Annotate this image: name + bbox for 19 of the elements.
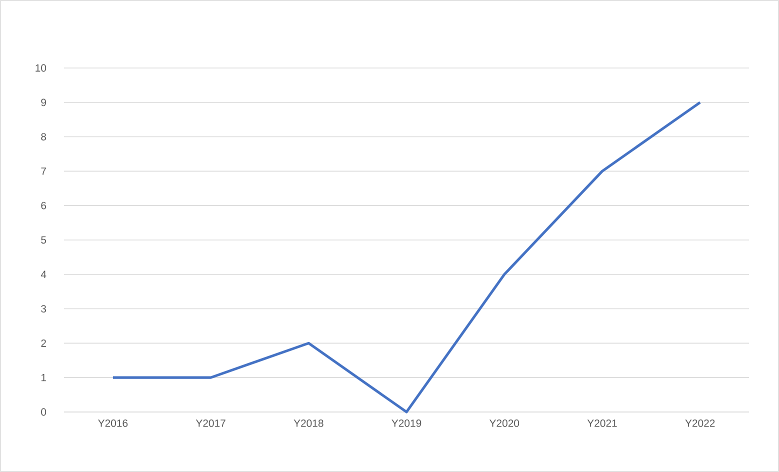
x-tick-label: Y2020 (489, 420, 520, 427)
y-tick-label: 10 (36, 64, 46, 72)
x-tick-label: Y2017 (196, 420, 226, 427)
y-tick-label: 0 (41, 408, 46, 416)
line-series (112, 101, 702, 414)
x-tick-label: Y2022 (685, 420, 715, 427)
x-tick-label: Y2021 (587, 420, 617, 427)
y-tick-label: 7 (41, 168, 46, 175)
x-tick-label: Y2019 (392, 420, 422, 427)
y-tick-label: 8 (41, 133, 46, 140)
y-tick-label: 3 (41, 305, 46, 312)
y-tick-label: 6 (41, 202, 46, 210)
y-tick-label: 9 (41, 98, 46, 106)
x-tick-label: Y2016 (98, 420, 128, 427)
y-tick-label: 5 (41, 236, 46, 244)
y-tick-label: 2 (41, 340, 46, 347)
y-tick-label: 4 (40, 270, 46, 278)
y-tick-label: 1 (41, 374, 46, 382)
x-tick-label: Y2018 (294, 420, 324, 427)
